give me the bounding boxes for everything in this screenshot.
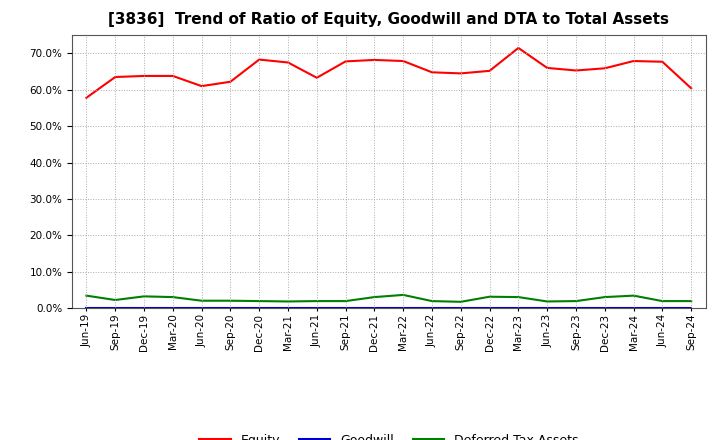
Deferred Tax Assets — [226, 298, 235, 303]
Deferred Tax Assets — [600, 294, 609, 300]
Equity — [197, 84, 206, 89]
Legend: Equity, Goodwill, Deferred Tax Assets: Equity, Goodwill, Deferred Tax Assets — [194, 429, 583, 440]
Equity — [514, 45, 523, 51]
Goodwill — [82, 305, 91, 311]
Deferred Tax Assets — [514, 294, 523, 300]
Equity — [140, 73, 148, 79]
Equity — [399, 59, 408, 64]
Line: Deferred Tax Assets: Deferred Tax Assets — [86, 295, 691, 302]
Equity — [226, 79, 235, 84]
Line: Equity: Equity — [86, 48, 691, 98]
Deferred Tax Assets — [543, 299, 552, 304]
Deferred Tax Assets — [658, 298, 667, 304]
Goodwill — [284, 305, 292, 311]
Goodwill — [312, 305, 321, 311]
Goodwill — [629, 305, 638, 311]
Equity — [370, 57, 379, 62]
Equity — [658, 59, 667, 64]
Goodwill — [485, 305, 494, 311]
Equity — [312, 75, 321, 81]
Deferred Tax Assets — [140, 294, 148, 299]
Equity — [543, 65, 552, 70]
Deferred Tax Assets — [572, 298, 580, 304]
Equity — [111, 74, 120, 80]
Equity — [456, 71, 465, 76]
Goodwill — [600, 305, 609, 311]
Deferred Tax Assets — [341, 298, 350, 304]
Deferred Tax Assets — [485, 294, 494, 299]
Equity — [168, 73, 177, 79]
Deferred Tax Assets — [399, 292, 408, 297]
Deferred Tax Assets — [82, 293, 91, 298]
Goodwill — [456, 305, 465, 311]
Equity — [687, 86, 696, 91]
Goodwill — [514, 305, 523, 311]
Equity — [82, 95, 91, 100]
Deferred Tax Assets — [370, 294, 379, 300]
Goodwill — [543, 305, 552, 311]
Equity — [572, 68, 580, 73]
Goodwill — [687, 305, 696, 311]
Deferred Tax Assets — [168, 294, 177, 300]
Goodwill — [428, 305, 436, 311]
Deferred Tax Assets — [255, 298, 264, 304]
Equity — [428, 70, 436, 75]
Goodwill — [168, 305, 177, 311]
Deferred Tax Assets — [428, 298, 436, 304]
Equity — [255, 57, 264, 62]
Goodwill — [399, 305, 408, 311]
Goodwill — [140, 305, 148, 311]
Goodwill — [341, 305, 350, 311]
Deferred Tax Assets — [456, 299, 465, 304]
Goodwill — [226, 305, 235, 311]
Deferred Tax Assets — [687, 298, 696, 304]
Goodwill — [572, 305, 580, 311]
Goodwill — [255, 305, 264, 311]
Equity — [341, 59, 350, 64]
Deferred Tax Assets — [111, 297, 120, 303]
Deferred Tax Assets — [629, 293, 638, 298]
Goodwill — [658, 305, 667, 311]
Goodwill — [111, 305, 120, 311]
Equity — [284, 60, 292, 65]
Title: [3836]  Trend of Ratio of Equity, Goodwill and DTA to Total Assets: [3836] Trend of Ratio of Equity, Goodwil… — [108, 12, 670, 27]
Deferred Tax Assets — [312, 298, 321, 304]
Equity — [600, 66, 609, 71]
Goodwill — [197, 305, 206, 311]
Equity — [629, 59, 638, 64]
Deferred Tax Assets — [284, 299, 292, 304]
Deferred Tax Assets — [197, 298, 206, 303]
Goodwill — [370, 305, 379, 311]
Equity — [485, 68, 494, 73]
